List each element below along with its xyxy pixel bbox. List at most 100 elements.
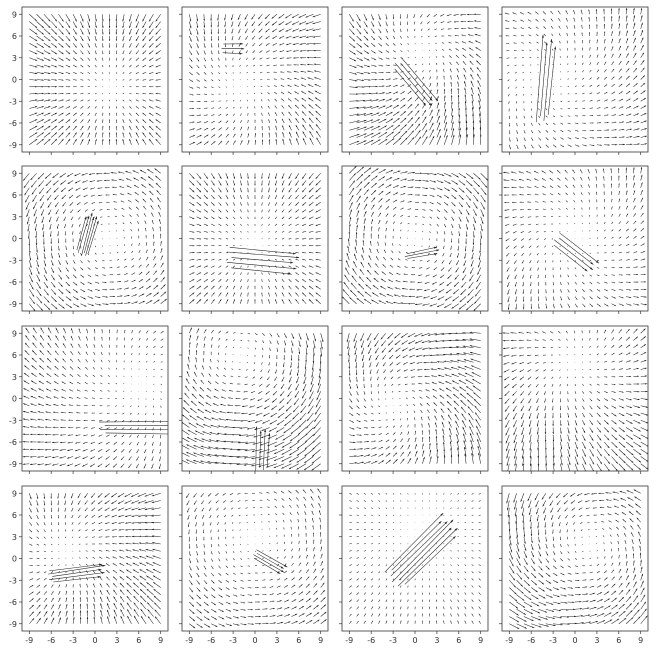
vector-arrow: [102, 245, 104, 247]
vector-arrow: [349, 64, 357, 68]
vector-arrow: [80, 119, 84, 124]
quiver-panel-2: [179, 6, 329, 155]
vector-arrow-head: [370, 119, 374, 122]
vector-arrow-head: [212, 80, 214, 82]
vector-arrow: [316, 137, 321, 145]
vector-arrow: [458, 107, 460, 116]
vector-arrow-head: [375, 85, 378, 88]
vector-arrow-head: [306, 56, 309, 59]
vector-arrow-head: [196, 19, 199, 22]
vector-arrow: [611, 38, 614, 44]
vector-arrow: [87, 112, 91, 116]
vector-arrow: [371, 57, 377, 61]
vector-arrow-head: [41, 99, 44, 101]
vector-arrow: [558, 18, 561, 22]
vector-arrow: [581, 40, 583, 44]
vector-arrow-head: [149, 39, 151, 42]
vector-arrow-head: [618, 8, 620, 11]
vector-arrow: [582, 122, 586, 124]
vector-arrow: [94, 14, 97, 22]
vector-arrow: [238, 35, 241, 41]
vector-arrow-head: [41, 106, 44, 108]
vector-arrow-head: [75, 45, 77, 48]
vector-arrow-head: [135, 138, 138, 142]
vector-arrow-head: [81, 45, 84, 48]
vector-arrow-head: [135, 32, 138, 35]
vector-arrow: [302, 124, 307, 131]
vector-arrow: [520, 27, 525, 30]
vector-arrow-head: [48, 138, 51, 141]
vector-arrow: [314, 97, 321, 102]
vector-arrow: [443, 88, 446, 95]
vector-arrow: [626, 121, 632, 124]
vector-arrow-head: [225, 45, 227, 48]
vector-arrow-head: [68, 284, 70, 287]
vector-arrow: [567, 122, 571, 125]
vector-arrow-head: [247, 119, 249, 122]
vector-arrow-head: [622, 128, 625, 131]
cluster-arrow: [400, 62, 433, 101]
vector-arrow-head: [35, 99, 38, 101]
vector-arrow: [610, 8, 613, 15]
vector-arrow: [442, 49, 445, 51]
vector-arrow: [513, 35, 517, 37]
vector-arrow: [462, 61, 467, 66]
vector-arrow-head: [35, 235, 37, 239]
vector-arrow-head: [105, 289, 108, 291]
vector-arrow: [80, 79, 84, 81]
vector-arrow-head: [57, 241, 60, 244]
vector-arrow-head: [436, 62, 437, 64]
vector-arrow: [429, 135, 435, 145]
vector-arrow-head: [129, 19, 131, 22]
vector-arrow: [392, 98, 399, 102]
vector-arrow-head: [32, 294, 35, 297]
vector-arrow-head: [528, 42, 530, 43]
vector-arrow: [447, 28, 452, 30]
vector-arrow-head: [35, 92, 38, 95]
vector-arrow: [129, 64, 132, 68]
vector-arrow: [43, 303, 51, 311]
vector-arrow: [315, 103, 321, 109]
vector-arrow: [567, 144, 572, 147]
vector-arrow-head: [288, 118, 291, 121]
vector-arrow-head: [206, 141, 209, 144]
vector-arrow: [72, 35, 77, 42]
vector-arrow: [225, 100, 228, 102]
vector-arrow-head: [596, 16, 598, 19]
vector-arrow: [65, 14, 71, 22]
vector-arrow: [530, 108, 533, 111]
vector-arrow: [385, 43, 389, 47]
vector-arrow-head: [475, 53, 478, 56]
vector-arrow-head: [592, 129, 594, 131]
vector-arrow: [189, 121, 195, 124]
vector-arrow-head: [313, 56, 316, 59]
vector-arrow-head: [437, 109, 440, 112]
vector-arrow-head: [416, 97, 419, 99]
vector-arrow: [580, 9, 583, 15]
vector-arrow-head: [629, 106, 631, 108]
vector-arrow-head: [292, 43, 295, 45]
vector-arrow-head: [422, 70, 424, 72]
vector-arrow-head: [149, 92, 151, 95]
vector-arrow: [142, 64, 147, 68]
vector-arrow-head: [75, 59, 77, 61]
vector-arrow-head: [109, 106, 110, 108]
vector-arrow: [102, 112, 104, 116]
vector-arrow: [400, 117, 407, 124]
vector-arrow-head: [312, 15, 315, 18]
vector-arrow-head: [47, 300, 50, 303]
vector-arrow: [278, 14, 285, 19]
vector-arrow-head: [295, 104, 297, 107]
vector-arrow-head: [35, 86, 38, 88]
vector-arrow-head: [219, 100, 221, 102]
vector-arrow: [51, 79, 58, 81]
vector-arrow: [516, 137, 519, 142]
vector-arrow-head: [115, 19, 118, 22]
vector-arrow-head: [286, 50, 289, 52]
vector-arrow: [356, 106, 366, 109]
vector-arrow-head: [68, 106, 71, 108]
vector-arrow: [475, 47, 481, 51]
vector-arrow: [80, 289, 86, 293]
vector-arrow: [457, 81, 460, 87]
vector-arrow: [596, 46, 599, 51]
